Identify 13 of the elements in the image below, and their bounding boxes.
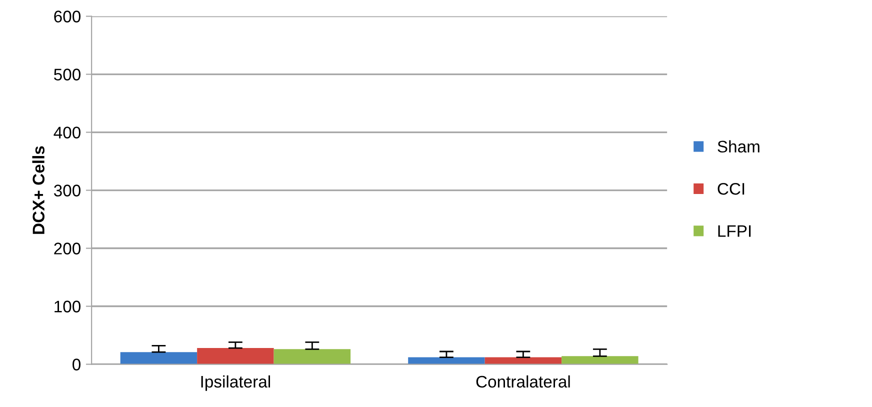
y-tick-label: 0: [72, 358, 80, 370]
x-tick-label: Contralateral: [476, 375, 570, 388]
y-tick-label: 300: [54, 184, 80, 196]
y-tick-label: 400: [54, 126, 80, 138]
legend-label: CCI: [718, 182, 744, 195]
y-tick-label: 500: [54, 68, 80, 80]
x-tick-label: Ipsilateral: [201, 375, 270, 391]
legend-label: Sham: [718, 140, 760, 153]
y-tick-label: 600: [54, 10, 80, 22]
legend-label: LFPI: [718, 225, 751, 237]
y-tick-label: 100: [54, 300, 80, 312]
y-tick-label: 200: [54, 242, 80, 254]
y-axis-title: DCX+ Cells: [32, 146, 44, 234]
